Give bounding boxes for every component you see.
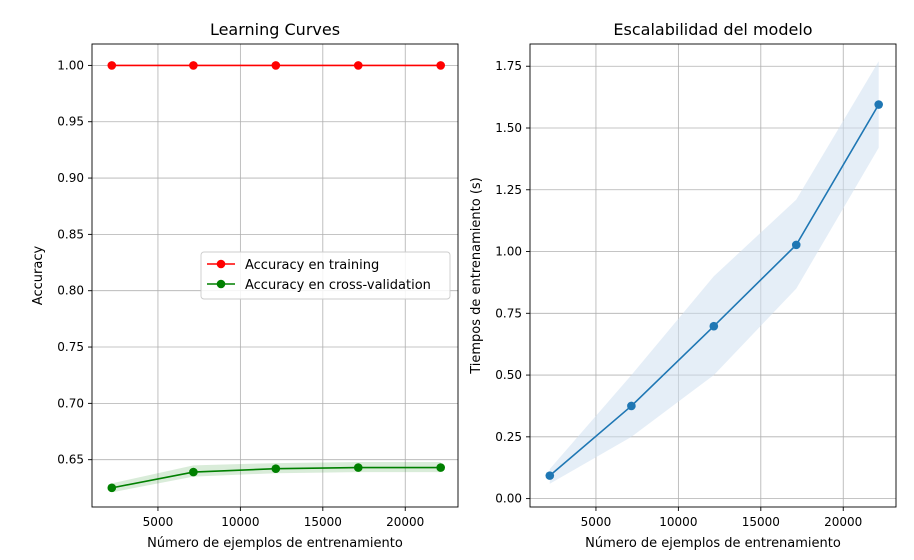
- y-tick-label: 0.75: [57, 340, 84, 354]
- x-tick-label: 20000: [386, 515, 424, 529]
- y-tick-label: 0.70: [57, 396, 84, 410]
- plot-frame: [529, 43, 897, 508]
- data-point: [545, 471, 555, 480]
- x-tick-label: 5000: [581, 515, 612, 529]
- data-point: [189, 467, 198, 477]
- x-tick-label: 20000: [824, 515, 862, 529]
- y-tick-label: 0.00: [495, 492, 522, 506]
- y-tick-label: 0.95: [57, 115, 84, 129]
- learning-curves-chart: 5000 10000 15000 20000 0.65 0.70 0.75 0.80 0.85 0…: [31, 20, 459, 551]
- x-tick-label: 15000: [304, 515, 342, 529]
- data-point: [791, 240, 801, 250]
- y-tick-label: 1.25: [495, 183, 522, 197]
- y-tick-label: 1.75: [495, 59, 522, 73]
- data-point: [436, 61, 445, 70]
- y-tick-label: 0.25: [495, 430, 522, 444]
- y-tick-label: 1.50: [495, 121, 522, 135]
- y-axis-label: Tiempos de entrenamiento (s): [469, 177, 484, 375]
- x-tick-label: 10000: [659, 515, 697, 529]
- x-axis-label: Número de ejemplos de entrenamiento: [147, 536, 403, 551]
- y-tick-label: 0.85: [57, 227, 84, 241]
- data-point: [271, 464, 281, 473]
- data-point: [107, 61, 117, 70]
- x-tick-label: 15000: [742, 515, 780, 529]
- y-axis-label: Accuracy: [31, 246, 46, 306]
- y-tick-label: 0.75: [495, 306, 522, 320]
- data-point: [436, 463, 445, 472]
- data-point: [709, 321, 719, 331]
- x-axis-label: Número de ejemplos de entrenamiento: [585, 536, 841, 551]
- scalability-chart: 5000 10000 15000 20000 0.00 0.25 0.50 0.75 1.00 1…: [469, 20, 897, 551]
- plot-frame: [91, 43, 459, 508]
- data-point: [107, 483, 117, 493]
- legend-label: Accuracy en training: [245, 258, 379, 273]
- legend-label: Accuracy en cross-validation: [245, 278, 431, 293]
- y-tick-label: 0.65: [57, 453, 84, 467]
- confidence-band: [549, 61, 879, 484]
- chart-title: Learning Curves: [210, 20, 340, 39]
- x-tick-label: 10000: [221, 515, 259, 529]
- chart-title: Escalabilidad del modelo: [613, 20, 812, 39]
- legend-marker: [216, 259, 226, 269]
- y-tick-label: 1.00: [495, 245, 522, 259]
- y-tick-label: 0.50: [495, 368, 522, 382]
- legend-box: [200, 251, 451, 300]
- y-tick-label: 1.00: [57, 58, 84, 72]
- data-point: [189, 61, 198, 70]
- y-tick-label: 0.90: [57, 171, 84, 185]
- data-point: [874, 100, 883, 109]
- x-tick-label: 5000: [143, 515, 174, 529]
- data-point: [353, 61, 363, 70]
- y-tick-label: 0.80: [57, 284, 84, 298]
- data-point: [353, 463, 363, 472]
- data-point: [627, 401, 636, 411]
- legend-marker: [216, 279, 226, 289]
- data-point: [271, 61, 281, 70]
